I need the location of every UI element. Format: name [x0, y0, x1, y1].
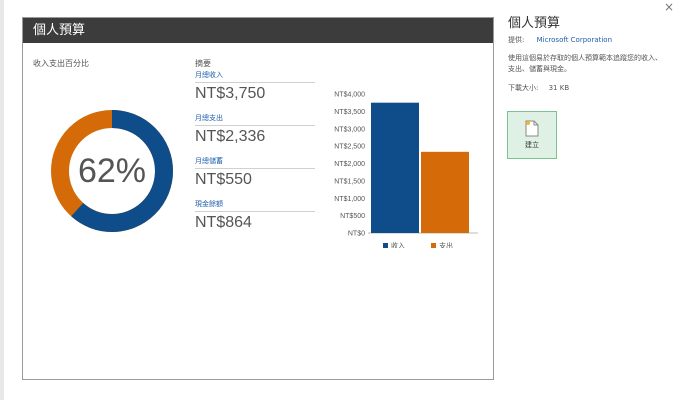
summary-value: NT$550	[195, 171, 252, 188]
legend-label: 支出	[439, 241, 453, 248]
legend-label: 收入	[391, 241, 405, 248]
new-document-icon	[525, 120, 539, 137]
summary-label: 月總儲蓄	[195, 156, 315, 169]
summary-value: NT$864	[195, 214, 252, 231]
bar-expense	[421, 151, 469, 233]
create-button[interactable]: 建立	[507, 111, 557, 159]
close-icon[interactable]: ×	[664, 0, 675, 14]
summary-monthly-savings: 月總儲蓄 NT$550	[195, 156, 315, 189]
create-label: 建立	[525, 141, 539, 149]
size-value: 31 KB	[548, 84, 570, 92]
y-tick-label: NT$2,000	[334, 161, 365, 168]
side-title: 個人預算	[508, 16, 561, 31]
legend-swatch	[431, 243, 436, 248]
summary-monthly-expense: 月總支出 NT$2,336	[195, 113, 315, 146]
income-expense-bar-chart: NT$0 NT$500 NT$1,000 NT$1,500 NT$2,000 NT$2,5…	[334, 92, 478, 248]
y-tick-label: NT$1,500	[334, 178, 365, 185]
summary-value: NT$2,336	[195, 128, 266, 145]
legend-swatch	[383, 243, 388, 248]
y-tick-label: NT$1,000	[334, 196, 365, 203]
summary-value: NT$3,750	[195, 85, 266, 102]
summary-label: 現金餘額	[195, 199, 315, 212]
y-tick-label: NT$3,500	[334, 109, 365, 116]
summary-monthly-income: 月總收入 NT$3,750	[195, 70, 315, 103]
y-tick-label: NT$0	[348, 231, 365, 238]
summary-cash-balance: 現金餘額 NT$864	[195, 199, 315, 232]
y-tick-label: NT$500	[340, 213, 365, 220]
y-tick-label: NT$3,000	[334, 126, 365, 133]
template-preview: 個人預算 收入支出百分比 62% 摘要 月總收入 NT$3,750 月總支出 N…	[22, 17, 494, 380]
provider-name: Microsoft Corporation	[536, 36, 613, 44]
y-tick-label: NT$2,500	[334, 144, 365, 151]
summary-label: 月總收入	[195, 70, 315, 83]
income-expense-donut: 62%	[49, 108, 175, 234]
summary-label: 月總支出	[195, 113, 315, 126]
size-label: 下載大小:	[508, 84, 539, 92]
template-description: 使用這個易於存取的個人預算範本追蹤您的收入、支出、儲蓄與現金。	[508, 54, 662, 73]
donut-chart-svg	[51, 110, 173, 232]
y-tick-label: NT$4,000	[334, 92, 365, 99]
donut-income-arc	[51, 110, 173, 232]
provider-label: 提供:	[508, 36, 525, 44]
left-edge-strip	[0, 0, 4, 400]
bar-income	[371, 102, 419, 233]
percent-section-label: 收入支出百分比	[33, 59, 89, 68]
download-size: 下載大小: 31 KB	[508, 83, 569, 93]
summary-section-label: 摘要	[195, 59, 211, 68]
preview-title: 個人預算	[23, 18, 493, 43]
provider-line: 提供: Microsoft Corporation	[508, 35, 612, 45]
donut-percent-text: 62%	[77, 152, 147, 190]
